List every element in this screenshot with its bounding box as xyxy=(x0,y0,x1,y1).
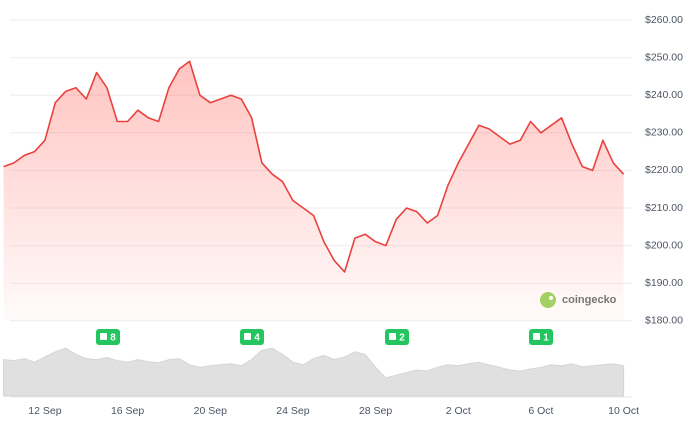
x-tick-label: 24 Sep xyxy=(276,405,309,417)
news-badge: 2 xyxy=(385,329,409,345)
news-badge: 4 xyxy=(240,329,264,345)
badge-icon xyxy=(244,333,251,340)
badge-bg xyxy=(529,329,553,345)
badge-bg xyxy=(240,329,264,345)
badge-icon xyxy=(389,333,396,340)
badge-bg xyxy=(96,329,120,345)
y-tick-label: $250.00 xyxy=(645,51,683,63)
news-badge: 8 xyxy=(96,329,120,345)
badge-count: 1 xyxy=(543,333,549,344)
y-tick-label: $240.00 xyxy=(645,89,683,101)
y-tick-label: $220.00 xyxy=(645,164,683,176)
badge-icon xyxy=(533,333,540,340)
badge-count: 2 xyxy=(399,333,405,344)
price-line xyxy=(3,60,625,273)
badge-bg xyxy=(385,329,409,345)
y-tick-label: $210.00 xyxy=(645,202,683,214)
y-tick-label: $190.00 xyxy=(645,277,683,289)
y-tick-label: $260.00 xyxy=(645,14,683,26)
x-tick-label: 16 Sep xyxy=(111,405,144,417)
badge-icon xyxy=(100,333,107,340)
badge-count: 4 xyxy=(254,333,260,344)
x-tick-label: 28 Sep xyxy=(359,405,392,417)
y-tick-label: $180.00 xyxy=(645,315,683,327)
y-tick-label: $230.00 xyxy=(645,127,683,139)
watermark-text: coingecko xyxy=(562,294,617,306)
x-tick-label: 20 Sep xyxy=(194,405,227,417)
x-tick-label: 10 Oct xyxy=(608,405,639,417)
x-tick-label: 6 Oct xyxy=(528,405,553,417)
x-tick-label: 12 Sep xyxy=(28,405,61,417)
news-badge: 1 xyxy=(529,329,553,345)
price-area xyxy=(3,61,624,321)
badge-count: 8 xyxy=(110,333,116,344)
y-tick-label: $200.00 xyxy=(645,239,683,251)
watermark: coingecko xyxy=(540,292,617,308)
x-tick-label: 2 Oct xyxy=(446,405,471,417)
volume-area xyxy=(3,347,625,397)
